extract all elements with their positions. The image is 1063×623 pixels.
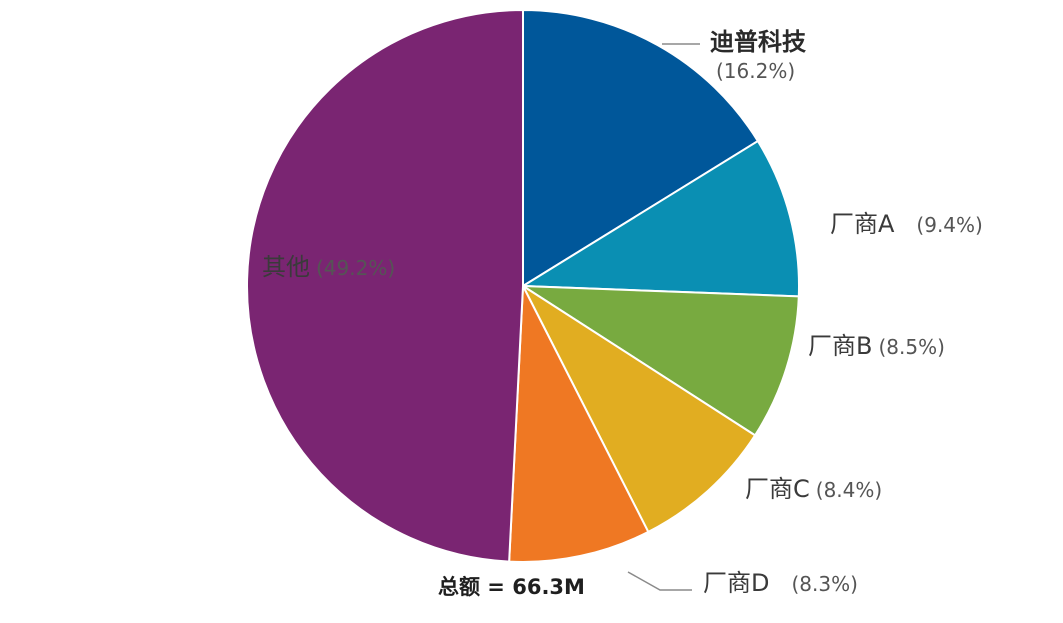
slice-percent-label: (8.3%) — [791, 572, 857, 596]
slice-labels: 迪普科技(16.2%)厂商A (9.4%)厂商B (8.5%)厂商C (8.4%)厂商… — [262, 28, 983, 597]
pie-slice — [508, 282, 650, 563]
slice-name-label: 厂商B — [808, 332, 872, 360]
slice-name-label: 厂商A — [830, 210, 895, 238]
slice-label: 厂商C (8.4%) — [745, 475, 882, 503]
slice-percent-label: (8.4%) — [816, 478, 882, 502]
pie-slices — [246, 8, 800, 563]
slice-name-label: 厂商D — [703, 569, 769, 597]
total-label: 总额 = 66.3M — [438, 575, 585, 599]
slice-percent-label: (8.5%) — [878, 335, 944, 359]
slice-label: 其他 (49.2%) — [262, 253, 395, 281]
slice-name-label: 迪普科技 — [710, 28, 807, 56]
pie-slice — [522, 8, 760, 288]
slice-percent-label: (49.2%) — [316, 256, 395, 280]
pie-slice — [246, 8, 524, 563]
leader-lines — [627, 43, 700, 591]
slice-percent-label: (16.2%) — [716, 59, 795, 83]
slice-percent-label: (9.4%) — [916, 213, 982, 237]
slice-name-label: 其他 — [262, 253, 310, 281]
pie-slice — [520, 283, 757, 534]
leader-line — [627, 571, 692, 591]
pie-slice — [519, 284, 800, 437]
slice-name-label: 厂商C — [745, 475, 810, 503]
slice-label: 厂商A (9.4%) — [830, 210, 983, 238]
pie-slice — [519, 139, 800, 298]
slice-label: 厂商B (8.5%) — [808, 332, 945, 360]
slice-label: 厂商D (8.3%) — [703, 569, 858, 597]
